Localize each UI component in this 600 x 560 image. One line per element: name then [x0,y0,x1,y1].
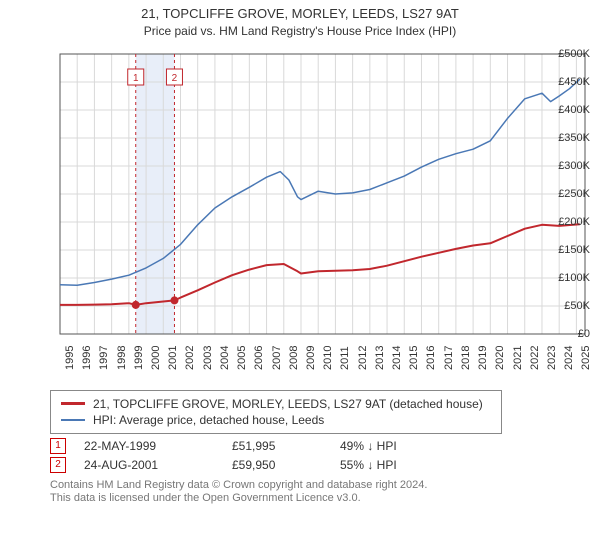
svg-text:2: 2 [172,73,178,84]
legend-row-series1: 21, TOPCLIFFE GROVE, MORLEY, LEEDS, LS27… [61,396,491,412]
legend-box: 21, TOPCLIFFE GROVE, MORLEY, LEEDS, LS27… [50,390,502,434]
y-tick-label: £150K [546,244,590,256]
x-tick-label: 2008 [288,345,300,369]
x-tick-label: 2004 [219,345,231,369]
x-tick-label: 2017 [443,345,455,369]
x-tick-label: 1999 [133,345,145,369]
event-marker-badge: 1 [50,438,66,454]
y-tick-label: £100K [546,272,590,284]
x-tick-label: 2025 [580,345,592,369]
x-tick-label: 2013 [374,345,386,369]
event-date: 22-MAY-1999 [84,439,214,453]
x-tick-label: 2009 [305,345,317,369]
x-tick-label: 2002 [184,345,196,369]
y-tick-label: £300K [546,160,590,172]
x-tick-label: 1996 [81,345,93,369]
event-price: £59,950 [232,458,322,472]
event-price: £51,995 [232,439,322,453]
x-tick-label: 2016 [425,345,437,369]
x-tick-label: 2024 [563,345,575,369]
y-tick-label: £250K [546,188,590,200]
x-tick-label: 2022 [529,345,541,369]
y-tick-label: £0 [546,328,590,340]
legend-label-series1: 21, TOPCLIFFE GROVE, MORLEY, LEEDS, LS27… [93,397,483,411]
x-tick-label: 1998 [116,345,128,369]
x-tick-label: 2010 [322,345,334,369]
attribution-line1: Contains HM Land Registry data © Crown c… [50,479,590,493]
x-tick-label: 2021 [512,345,524,369]
event-pct: 49% ↓ HPI [340,439,460,453]
event-date: 24-AUG-2001 [84,458,214,472]
legend-swatch-series2 [61,419,85,421]
y-tick-label: £450K [546,76,590,88]
x-tick-label: 2011 [339,346,351,370]
events-table: 1 22-MAY-1999 £51,995 49% ↓ HPI 2 24-AUG-2001… [50,438,590,473]
attribution-line2: This data is licensed under the Open Gov… [50,492,590,506]
page-container: 21, TOPCLIFFE GROVE, MORLEY, LEEDS, LS27… [0,0,600,560]
x-tick-label: 2015 [408,345,420,369]
svg-text:1: 1 [133,73,139,84]
x-tick-label: 2023 [546,345,558,369]
legend-row-series2: HPI: Average price, detached house, Leed… [61,412,491,428]
x-tick-label: 2007 [271,345,283,369]
event-row: 2 24-AUG-2001 £59,950 55% ↓ HPI [50,457,590,473]
x-tick-label: 2019 [477,345,489,369]
y-tick-label: £500K [546,48,590,60]
event-pct: 55% ↓ HPI [340,458,460,472]
x-tick-label: 2003 [202,345,214,369]
legend-label-series2: HPI: Average price, detached house, Leed… [93,413,324,427]
x-tick-label: 1995 [64,345,76,369]
page-title: 21, TOPCLIFFE GROVE, MORLEY, LEEDS, LS27… [10,6,590,22]
y-tick-label: £50K [546,300,590,312]
x-tick-label: 2020 [494,345,506,369]
event-marker-badge: 2 [50,457,66,473]
y-tick-label: £400K [546,104,590,116]
x-tick-label: 1997 [98,345,110,369]
legend-swatch-series1 [61,402,85,405]
x-tick-label: 2012 [357,345,369,369]
page-subtitle: Price paid vs. HM Land Registry's House … [10,24,590,38]
attribution: Contains HM Land Registry data © Crown c… [50,479,590,507]
x-tick-label: 2014 [391,345,403,369]
x-tick-label: 2018 [460,345,472,369]
y-tick-label: £350K [546,132,590,144]
x-tick-label: 2005 [236,345,248,369]
event-row: 1 22-MAY-1999 £51,995 49% ↓ HPI [50,438,590,454]
chart-container: 12 £0£50K£100K£150K£200K£250K£300K£350K£… [10,44,590,384]
x-tick-label: 2006 [253,345,265,369]
y-tick-label: £200K [546,216,590,228]
x-tick-label: 2000 [150,345,162,369]
chart-svg: 12 [10,44,590,384]
x-tick-label: 2001 [167,345,179,369]
